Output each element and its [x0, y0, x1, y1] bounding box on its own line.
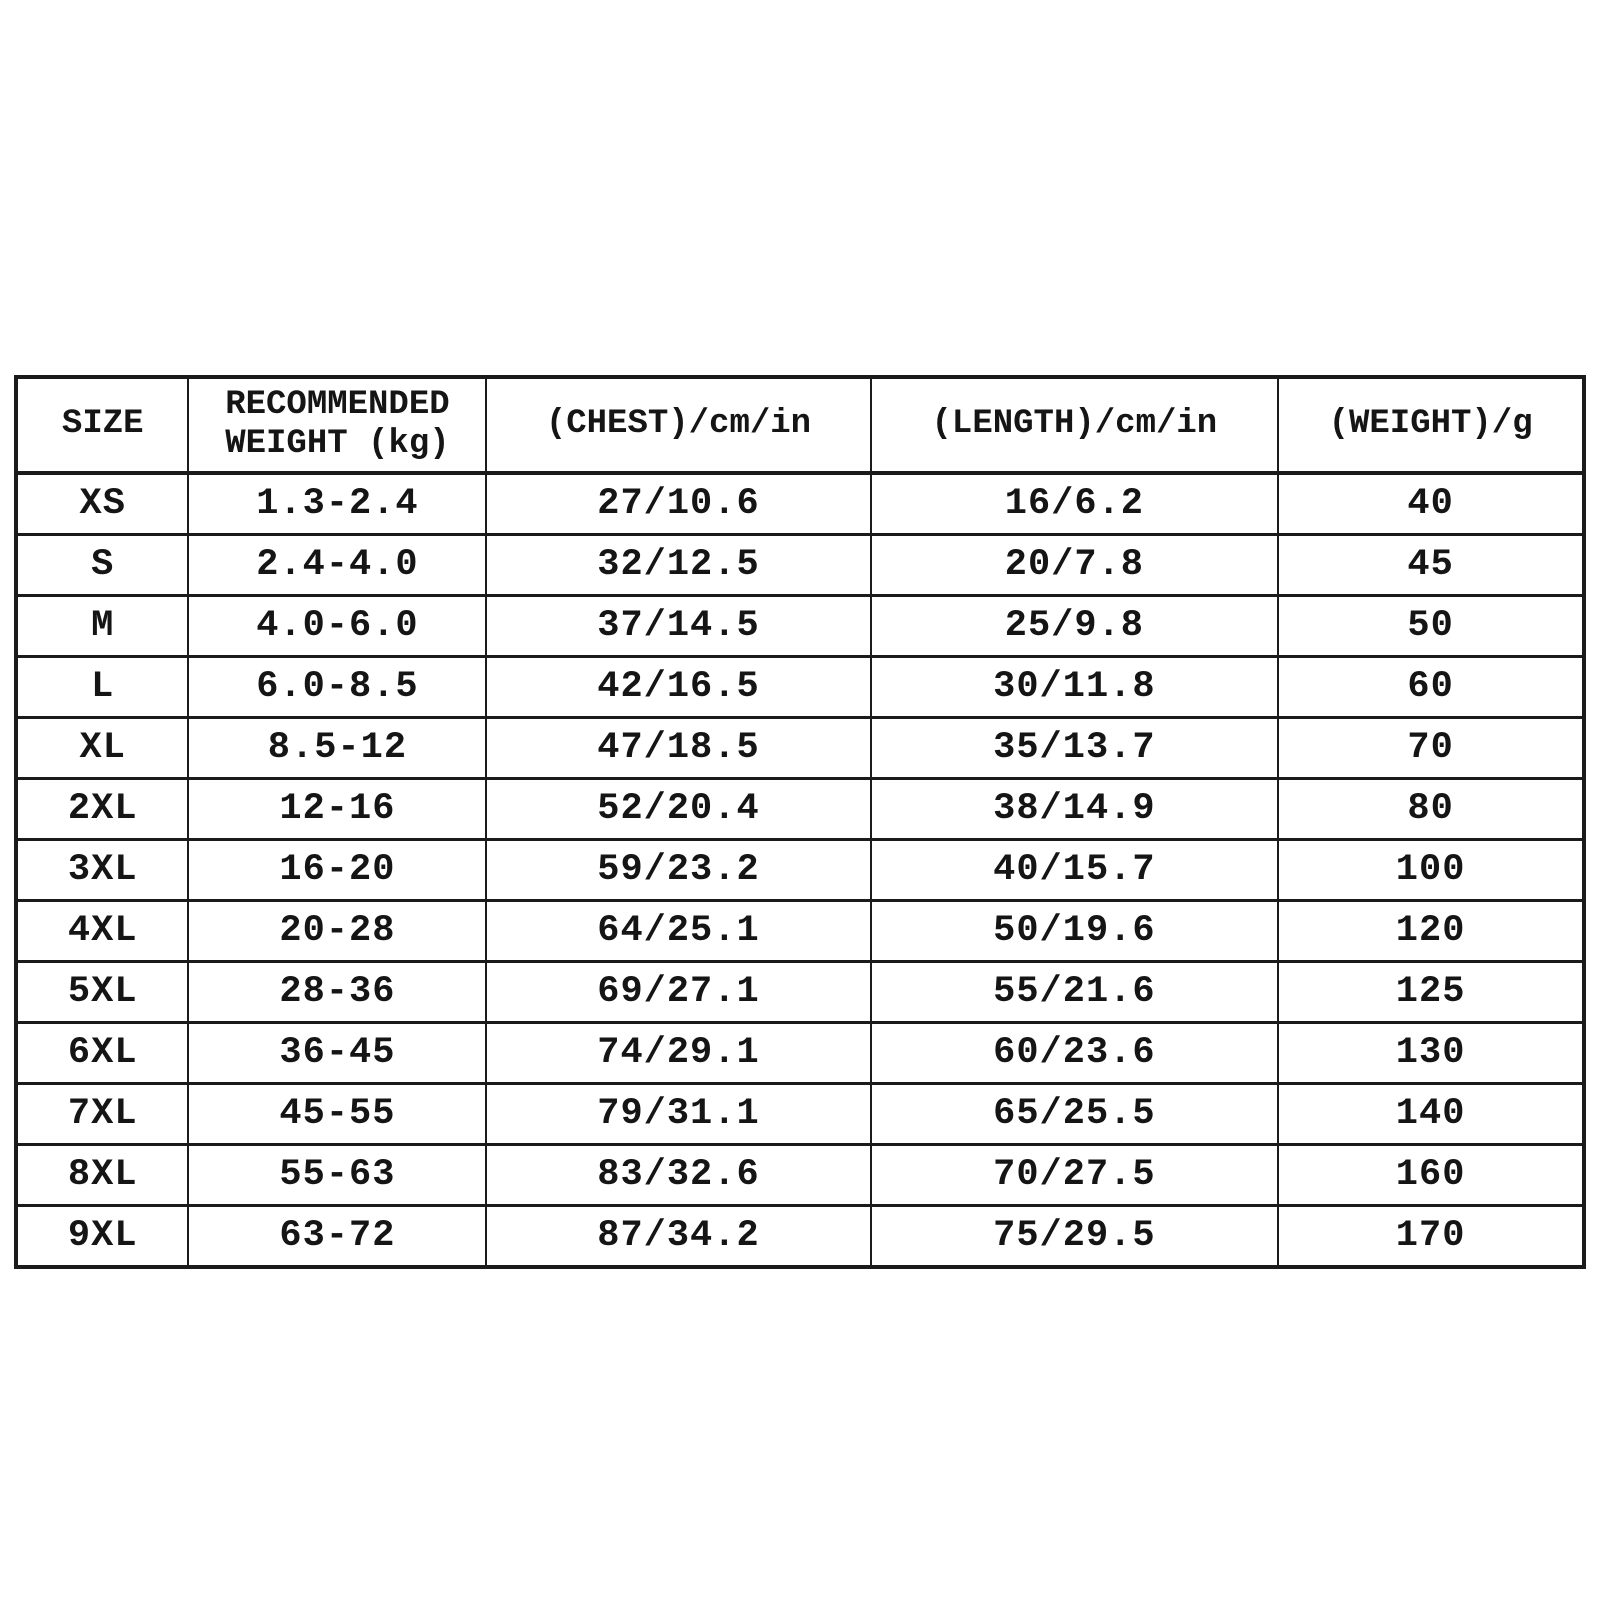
cell-length: 55/21.6 — [869, 960, 1280, 1024]
cell-size: XL — [14, 716, 190, 780]
cell-weight: 125 — [1277, 960, 1585, 1024]
cell-chest: 27/10.6 — [485, 471, 872, 536]
col-header-weight: (WEIGHT)/g — [1277, 375, 1585, 475]
table-row: 9XL 63-72 87/34.2 75/29.5 170 — [14, 1204, 1585, 1269]
table-row: XS 1.3-2.4 27/10.6 16/6.2 40 — [14, 471, 1585, 536]
cell-recommended-weight: 4.0-6.0 — [187, 594, 488, 658]
table-row: 2XL 12-16 52/20.4 38/14.9 80 — [14, 777, 1585, 841]
cell-weight: 45 — [1277, 533, 1585, 597]
cell-length: 25/9.8 — [869, 594, 1280, 658]
cell-chest: 83/32.6 — [485, 1143, 872, 1207]
table-row: L 6.0-8.5 42/16.5 30/11.8 60 — [14, 655, 1585, 719]
cell-length: 50/19.6 — [869, 899, 1280, 963]
cell-size: L — [14, 655, 190, 719]
cell-weight: 100 — [1277, 838, 1585, 902]
table-body: XS 1.3-2.4 27/10.6 16/6.2 40 S 2.4-4.0 32/12.5 2… — [14, 471, 1585, 1269]
cell-size: 2XL — [14, 777, 190, 841]
table-row: M 4.0-6.0 37/14.5 25/9.8 50 — [14, 594, 1585, 658]
col-header-chest: (CHEST)/cm/in — [485, 375, 872, 475]
cell-size: M — [14, 594, 190, 658]
cell-chest: 79/31.1 — [485, 1082, 872, 1146]
cell-size: S — [14, 533, 190, 597]
cell-size: 7XL — [14, 1082, 190, 1146]
cell-recommended-weight: 63-72 — [187, 1204, 488, 1269]
table-row: 6XL 36-45 74/29.1 60/23.6 130 — [14, 1021, 1585, 1085]
cell-recommended-weight: 36-45 — [187, 1021, 488, 1085]
cell-weight: 140 — [1277, 1082, 1585, 1146]
cell-length: 70/27.5 — [869, 1143, 1280, 1207]
cell-recommended-weight: 28-36 — [187, 960, 488, 1024]
cell-length: 60/23.6 — [869, 1021, 1280, 1085]
cell-chest: 64/25.1 — [485, 899, 872, 963]
cell-chest: 42/16.5 — [485, 655, 872, 719]
cell-recommended-weight: 16-20 — [187, 838, 488, 902]
cell-size: 8XL — [14, 1143, 190, 1207]
cell-recommended-weight: 12-16 — [187, 777, 488, 841]
cell-weight: 130 — [1277, 1021, 1585, 1085]
table-row: 8XL 55-63 83/32.6 70/27.5 160 — [14, 1143, 1585, 1207]
table-row: 5XL 28-36 69/27.1 55/21.6 125 — [14, 960, 1585, 1024]
cell-chest: 52/20.4 — [485, 777, 872, 841]
cell-recommended-weight: 55-63 — [187, 1143, 488, 1207]
cell-weight: 80 — [1277, 777, 1585, 841]
cell-recommended-weight: 2.4-4.0 — [187, 533, 488, 597]
size-chart-table: SIZE RECOMMENDED WEIGHT (kg) (CHEST)/cm/… — [14, 375, 1586, 1269]
cell-length: 65/25.5 — [869, 1082, 1280, 1146]
cell-chest: 37/14.5 — [485, 594, 872, 658]
cell-size: 9XL — [14, 1204, 190, 1269]
cell-length: 20/7.8 — [869, 533, 1280, 597]
cell-chest: 87/34.2 — [485, 1204, 872, 1269]
cell-size: 6XL — [14, 1021, 190, 1085]
cell-recommended-weight: 20-28 — [187, 899, 488, 963]
cell-size: 5XL — [14, 960, 190, 1024]
cell-size: XS — [14, 471, 190, 536]
cell-chest: 32/12.5 — [485, 533, 872, 597]
cell-chest: 59/23.2 — [485, 838, 872, 902]
cell-length: 30/11.8 — [869, 655, 1280, 719]
cell-length: 16/6.2 — [869, 471, 1280, 536]
cell-size: 3XL — [14, 838, 190, 902]
cell-weight: 170 — [1277, 1204, 1585, 1269]
cell-weight: 50 — [1277, 594, 1585, 658]
table-row: 3XL 16-20 59/23.2 40/15.7 100 — [14, 838, 1585, 902]
cell-recommended-weight: 6.0-8.5 — [187, 655, 488, 719]
cell-recommended-weight: 8.5-12 — [187, 716, 488, 780]
table-row: XL 8.5-12 47/18.5 35/13.7 70 — [14, 716, 1585, 780]
cell-size: 4XL — [14, 899, 190, 963]
col-header-size: SIZE — [14, 375, 190, 475]
table-row: 7XL 45-55 79/31.1 65/25.5 140 — [14, 1082, 1585, 1146]
cell-length: 40/15.7 — [869, 838, 1280, 902]
table-row: S 2.4-4.0 32/12.5 20/7.8 45 — [14, 533, 1585, 597]
cell-weight: 120 — [1277, 899, 1585, 963]
cell-length: 35/13.7 — [869, 716, 1280, 780]
cell-length: 75/29.5 — [869, 1204, 1280, 1269]
cell-length: 38/14.9 — [869, 777, 1280, 841]
cell-weight: 60 — [1277, 655, 1585, 719]
cell-weight: 40 — [1277, 471, 1585, 536]
cell-chest: 74/29.1 — [485, 1021, 872, 1085]
table-row: 4XL 20-28 64/25.1 50/19.6 120 — [14, 899, 1585, 963]
cell-recommended-weight: 1.3-2.4 — [187, 471, 488, 536]
cell-chest: 47/18.5 — [485, 716, 872, 780]
col-header-length: (LENGTH)/cm/in — [869, 375, 1280, 475]
header-row: SIZE RECOMMENDED WEIGHT (kg) (CHEST)/cm/… — [14, 375, 1585, 475]
cell-weight: 160 — [1277, 1143, 1585, 1207]
cell-weight: 70 — [1277, 716, 1585, 780]
cell-recommended-weight: 45-55 — [187, 1082, 488, 1146]
cell-chest: 69/27.1 — [485, 960, 872, 1024]
col-header-recommended-weight: RECOMMENDED WEIGHT (kg) — [187, 375, 488, 475]
